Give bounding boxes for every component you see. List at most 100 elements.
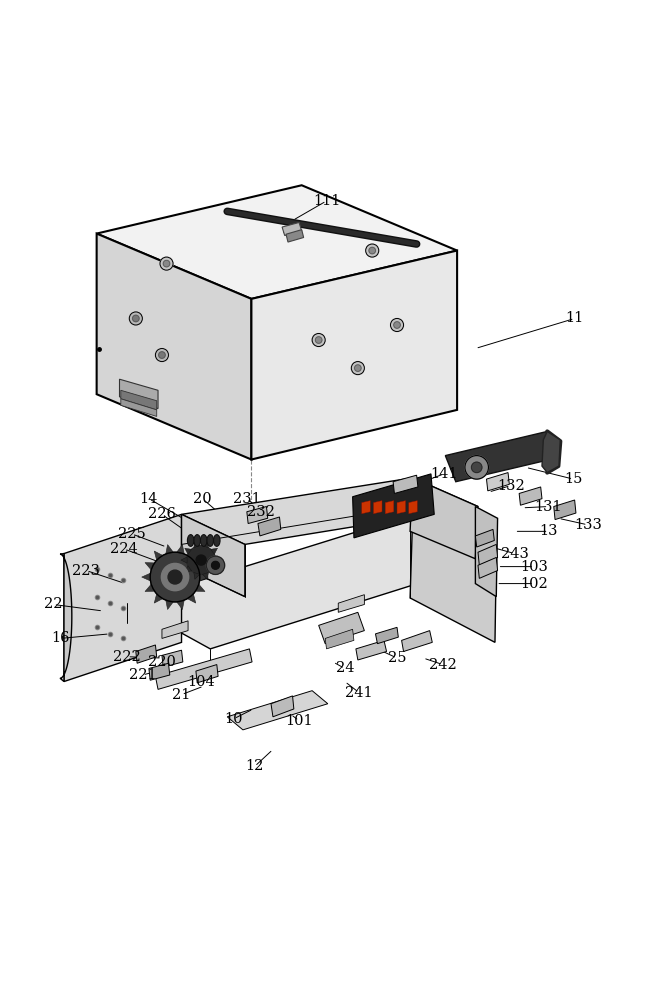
Text: 20: 20 — [193, 492, 212, 506]
Polygon shape — [338, 595, 364, 612]
Polygon shape — [182, 514, 245, 597]
Text: 222: 222 — [114, 650, 141, 664]
Polygon shape — [410, 478, 478, 559]
Text: 102: 102 — [520, 577, 548, 591]
Polygon shape — [475, 529, 494, 547]
Polygon shape — [356, 640, 387, 660]
Polygon shape — [211, 548, 217, 554]
Text: 13: 13 — [539, 524, 558, 538]
Polygon shape — [136, 645, 157, 663]
Text: 242: 242 — [429, 658, 456, 672]
Polygon shape — [374, 501, 382, 514]
Text: 223: 223 — [72, 564, 100, 578]
Text: 12: 12 — [246, 759, 264, 773]
Text: 10: 10 — [225, 712, 243, 726]
Polygon shape — [486, 473, 509, 491]
Polygon shape — [142, 573, 150, 581]
Text: 224: 224 — [110, 542, 138, 556]
Polygon shape — [410, 514, 496, 642]
Polygon shape — [542, 431, 560, 473]
Polygon shape — [145, 584, 155, 592]
Polygon shape — [97, 234, 251, 460]
Polygon shape — [409, 501, 417, 514]
Circle shape — [155, 349, 168, 362]
Polygon shape — [362, 501, 370, 514]
Text: 22: 22 — [44, 597, 63, 611]
Polygon shape — [185, 566, 191, 572]
Ellipse shape — [194, 535, 200, 546]
Polygon shape — [121, 399, 157, 416]
Circle shape — [355, 365, 361, 371]
Polygon shape — [445, 431, 558, 482]
Text: 111: 111 — [313, 194, 340, 208]
Text: 241: 241 — [345, 686, 373, 700]
Polygon shape — [194, 541, 200, 548]
Ellipse shape — [207, 535, 214, 546]
Polygon shape — [258, 517, 281, 536]
Polygon shape — [154, 551, 163, 560]
Circle shape — [212, 561, 219, 569]
Circle shape — [351, 362, 364, 375]
Polygon shape — [127, 514, 496, 649]
Circle shape — [196, 555, 206, 565]
Text: 131: 131 — [535, 500, 562, 514]
Polygon shape — [211, 566, 217, 572]
Text: 24: 24 — [336, 661, 354, 675]
Text: 226: 226 — [148, 507, 176, 521]
Polygon shape — [194, 572, 200, 579]
Ellipse shape — [214, 535, 220, 546]
Polygon shape — [145, 563, 155, 570]
Text: 101: 101 — [285, 714, 313, 728]
Polygon shape — [554, 500, 576, 520]
Polygon shape — [154, 594, 163, 603]
Polygon shape — [181, 557, 187, 563]
Polygon shape — [215, 557, 221, 563]
Polygon shape — [177, 545, 184, 554]
Polygon shape — [202, 541, 208, 548]
Polygon shape — [196, 665, 218, 683]
Circle shape — [133, 315, 139, 322]
Polygon shape — [325, 629, 354, 649]
Text: 232: 232 — [247, 505, 275, 519]
Polygon shape — [251, 251, 457, 460]
Text: 231: 231 — [233, 492, 261, 506]
Polygon shape — [519, 487, 542, 505]
Text: 104: 104 — [187, 675, 215, 689]
Circle shape — [366, 244, 379, 257]
Text: 243: 243 — [501, 547, 528, 561]
Polygon shape — [282, 222, 302, 236]
Polygon shape — [166, 545, 173, 554]
Circle shape — [150, 552, 200, 602]
Polygon shape — [187, 551, 196, 560]
Circle shape — [168, 570, 182, 584]
Polygon shape — [187, 594, 196, 603]
Polygon shape — [200, 573, 208, 581]
Polygon shape — [60, 554, 72, 682]
Polygon shape — [397, 501, 406, 514]
Polygon shape — [286, 230, 304, 242]
Polygon shape — [121, 390, 157, 410]
Polygon shape — [319, 612, 364, 644]
Text: 220: 220 — [148, 655, 176, 669]
Ellipse shape — [200, 535, 207, 546]
Polygon shape — [185, 548, 191, 554]
Polygon shape — [478, 557, 498, 578]
Circle shape — [163, 260, 170, 267]
Polygon shape — [195, 563, 205, 570]
Polygon shape — [162, 650, 183, 667]
Circle shape — [206, 556, 225, 574]
Ellipse shape — [187, 535, 194, 546]
Polygon shape — [149, 663, 170, 680]
Polygon shape — [353, 474, 434, 538]
Polygon shape — [119, 379, 158, 409]
Circle shape — [315, 337, 322, 343]
Text: 21: 21 — [172, 688, 191, 702]
Polygon shape — [385, 501, 394, 514]
Text: 133: 133 — [574, 518, 601, 532]
Circle shape — [160, 257, 173, 270]
Circle shape — [471, 462, 482, 473]
Text: 14: 14 — [140, 492, 158, 506]
Text: 25: 25 — [388, 651, 406, 665]
Circle shape — [187, 546, 215, 574]
Polygon shape — [202, 572, 208, 579]
